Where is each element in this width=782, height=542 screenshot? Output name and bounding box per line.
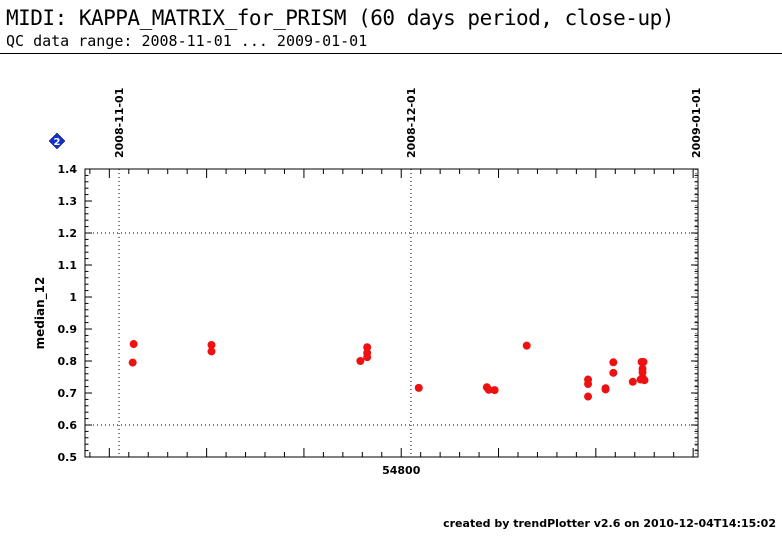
footer-credit: created by trendPlotter v2.6 on 2010-12-… [443,517,776,530]
page-title: MIDI: KAPPA_MATRIX_for_PRISM (60 days pe… [6,6,674,30]
y-tick-label-9: 1.4 [58,163,78,176]
data-point-0-15 [584,392,593,401]
date-marker-label-1: 2008-12-01 [405,88,418,158]
data-point-0-17 [601,385,610,394]
y-tick-label-4: 0.9 [58,323,78,336]
y-tick-label-5: 1 [69,291,77,304]
y-tick-label-7: 1.2 [58,227,78,240]
plot-frame [84,168,699,458]
data-point-0-18 [609,358,618,367]
y-tick-label-6: 1.1 [58,259,78,272]
data-point-0-10 [484,385,493,394]
y-tick-label-3: 0.8 [58,355,78,368]
y-axis-label: median_12 [33,277,48,350]
data-point-0-0 [129,340,138,349]
y-tick-label-8: 1.3 [58,195,78,208]
data-point-0-8 [414,383,423,392]
data-point-0-19 [609,368,618,377]
header-divider [0,53,782,54]
date-marker-label-0: 2008-11-01 [113,88,126,158]
data-point-0-12 [522,341,531,350]
data-point-0-7 [363,353,372,362]
badge-label: 2 [54,137,61,148]
x-tick-label-0: 54800 [382,464,421,477]
y-tick-label-0: 0.5 [58,451,78,464]
qc-data-range: QC data range: 2008-11-01 ... 2009-01-01 [6,32,368,50]
data-point-0-4 [356,357,365,365]
data-point-0-11 [490,386,499,395]
y-tick-label-1: 0.6 [58,419,78,432]
data-point-0-3 [207,347,216,356]
y-tick-label-2: 0.7 [58,387,78,400]
data-point-0-14 [584,380,593,389]
date-marker-label-2: 2009-01-01 [690,88,703,158]
badge-diamond-icon: 2 [48,132,66,150]
data-point-0-20 [628,377,637,386]
data-point-0-2 [207,341,216,349]
data-point-0-1 [128,358,137,367]
data-point-0-5 [363,343,372,352]
data-point-0-22 [639,357,648,366]
data-point-0-27 [640,376,649,385]
